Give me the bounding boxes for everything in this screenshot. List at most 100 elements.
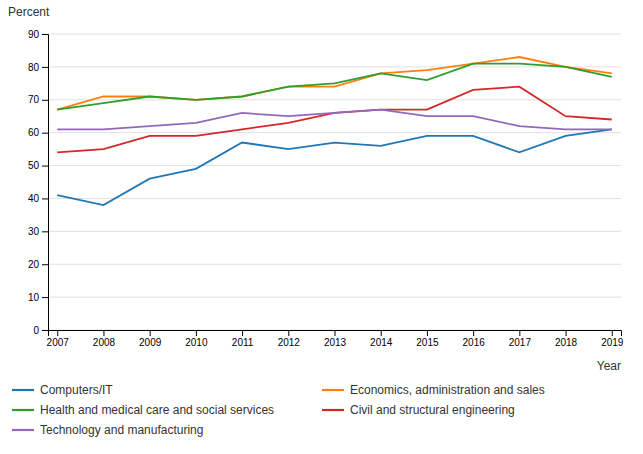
series-line xyxy=(57,57,612,110)
grid-line xyxy=(48,132,621,133)
y-axis: 0 10 20 30 40 50 60 70 80 90 xyxy=(28,29,49,336)
legend-item: Health and medical care and social servi… xyxy=(12,403,274,417)
grid-line xyxy=(48,297,621,298)
tick-label: 2016 xyxy=(463,337,486,348)
tick-mark xyxy=(612,330,613,336)
tick-mark xyxy=(427,330,428,336)
series-line xyxy=(57,110,612,130)
grid xyxy=(48,34,621,330)
tick-label: 20 xyxy=(28,259,40,270)
y-axis-title: Percent xyxy=(8,5,50,19)
grid-line xyxy=(48,165,621,166)
tick-label: 50 xyxy=(28,160,40,171)
x-tick: 2014 xyxy=(370,330,393,348)
tick-mark xyxy=(150,330,151,336)
x-tick: 2017 xyxy=(509,330,532,348)
tick-label: 2010 xyxy=(185,337,208,348)
tick-label: 2009 xyxy=(139,337,162,348)
x-tick: 2011 xyxy=(232,330,254,348)
x-axis-title: Year xyxy=(597,359,621,373)
y-tick: 30 xyxy=(28,226,48,237)
legend-item: Civil and structural engineering xyxy=(322,403,515,417)
grid-line xyxy=(48,231,621,232)
x-tick: 2019 xyxy=(601,330,624,348)
tick-mark xyxy=(42,198,48,199)
tick-mark xyxy=(242,330,243,336)
legend-label: Technology and manufacturing xyxy=(40,423,203,437)
x-tick: 2016 xyxy=(463,330,486,348)
tick-label: 60 xyxy=(28,127,40,138)
tick-mark xyxy=(42,166,48,167)
series-line xyxy=(57,64,612,110)
legend-swatch xyxy=(12,429,34,431)
tick-mark xyxy=(42,330,48,331)
tick-label: 2015 xyxy=(416,337,439,348)
tick-label: 10 xyxy=(28,292,40,303)
tick-mark xyxy=(196,330,197,336)
x-tick: 2018 xyxy=(555,330,578,348)
y-tick: 50 xyxy=(28,160,48,171)
tick-mark xyxy=(42,34,48,35)
grid-line xyxy=(48,264,621,265)
series-line xyxy=(57,87,612,153)
legend-swatch xyxy=(322,389,344,391)
axis-line xyxy=(42,35,49,331)
tick-mark xyxy=(42,67,48,68)
tick-mark xyxy=(103,330,104,336)
tick-label: 2007 xyxy=(47,337,70,348)
grid-line xyxy=(48,34,621,35)
tick-label: 0 xyxy=(33,325,39,336)
series-line xyxy=(57,129,612,205)
chart: 0102030405060708090200720082009201020112… xyxy=(0,0,643,454)
legend-label: Health and medical care and social servi… xyxy=(40,403,274,417)
legend-swatch xyxy=(12,409,34,411)
tick-label: 2014 xyxy=(370,337,393,348)
x-tick: 2013 xyxy=(324,330,347,348)
grid-line xyxy=(48,66,621,67)
tick-mark xyxy=(42,133,48,134)
tick-mark xyxy=(42,231,48,232)
tick-mark xyxy=(381,330,382,336)
legend-label: Computers/IT xyxy=(40,383,113,397)
y-tick: 20 xyxy=(28,259,48,270)
y-tick: 60 xyxy=(28,127,48,138)
y-tick: 70 xyxy=(28,94,48,105)
x-tick: 2007 xyxy=(47,330,70,348)
x-tick: 2008 xyxy=(93,330,116,348)
x-tick: 2010 xyxy=(185,330,208,348)
legend-label: Civil and structural engineering xyxy=(350,403,515,417)
x-axis: 2007 2008 2009 2010 2011 2012 2013 2014 2015 2016… xyxy=(47,330,624,348)
legend-item: Economics, administration and sales xyxy=(322,383,545,397)
tick-mark xyxy=(288,330,289,336)
legend-label: Economics, administration and sales xyxy=(350,383,545,397)
tick-label: 2018 xyxy=(555,337,578,348)
tick-mark xyxy=(42,297,48,298)
legend-swatch xyxy=(322,409,344,411)
plot: 0102030405060708090200720082009201020112… xyxy=(28,29,624,348)
tick-mark xyxy=(519,330,520,336)
y-tick: 10 xyxy=(28,292,48,303)
tick-label: 70 xyxy=(28,94,40,105)
legend: Computers/IT Economics, administration an… xyxy=(12,383,545,437)
y-tick: 0 xyxy=(33,325,48,336)
tick-mark xyxy=(42,100,48,101)
lines xyxy=(57,57,612,205)
tick-mark xyxy=(42,264,48,265)
legend-item: Technology and manufacturing xyxy=(12,423,203,437)
axis-line xyxy=(49,331,622,337)
tick-mark xyxy=(57,330,58,336)
tick-label: 2017 xyxy=(509,337,532,348)
tick-mark xyxy=(473,330,474,336)
x-tick: 2009 xyxy=(139,330,162,348)
y-tick: 40 xyxy=(28,193,48,204)
tick-label: 2008 xyxy=(93,337,116,348)
legend-swatch xyxy=(12,389,34,391)
tick-label: 2019 xyxy=(601,337,624,348)
tick-label: 90 xyxy=(28,29,40,40)
legend-item: Computers/IT xyxy=(12,383,113,397)
tick-label: 2012 xyxy=(278,337,301,348)
tick-label: 80 xyxy=(28,62,40,73)
y-tick: 80 xyxy=(28,62,48,73)
x-tick: 2012 xyxy=(278,330,301,348)
tick-label: 2011 xyxy=(232,337,254,348)
